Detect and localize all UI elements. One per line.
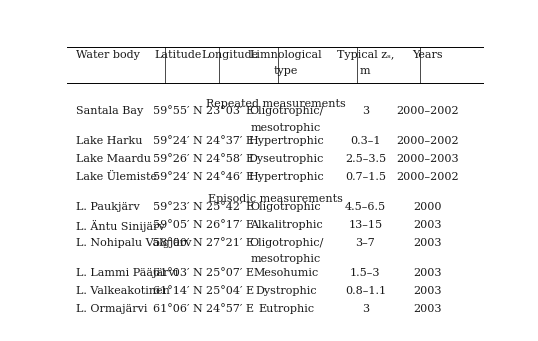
Text: 3–7: 3–7 [356, 238, 375, 248]
Text: m: m [360, 66, 371, 76]
Text: type: type [274, 66, 299, 76]
Text: Episodic measurements: Episodic measurements [208, 194, 343, 204]
Text: 1.5–3: 1.5–3 [350, 268, 380, 278]
Text: 2003: 2003 [414, 268, 442, 278]
Text: 26°17′ E: 26°17′ E [206, 220, 254, 230]
Text: 59°55′ N: 59°55′ N [153, 106, 203, 116]
Text: Hypertrophic: Hypertrophic [248, 172, 324, 182]
Text: 23°03′ E: 23°03′ E [206, 106, 254, 116]
Text: Dystrophic: Dystrophic [256, 286, 317, 296]
Text: 4.5–6.5: 4.5–6.5 [345, 202, 386, 212]
Text: 0.7–1.5: 0.7–1.5 [345, 172, 386, 182]
Text: mesotrophic: mesotrophic [251, 254, 321, 264]
Text: 13–15: 13–15 [348, 220, 383, 230]
Text: 27°21′ E: 27°21′ E [206, 238, 254, 248]
Text: 2000–2002: 2000–2002 [397, 172, 459, 182]
Text: L. Lammi Pääjärvi: L. Lammi Pääjärvi [75, 268, 178, 278]
Text: 59°26′ N: 59°26′ N [153, 154, 203, 164]
Text: 61°03′ N: 61°03′ N [153, 268, 203, 278]
Text: 24°58′ E: 24°58′ E [206, 154, 254, 164]
Text: 25°42′ E: 25°42′ E [206, 202, 254, 212]
Text: 61°14′ N: 61°14′ N [153, 286, 203, 296]
Text: Lake Harku: Lake Harku [75, 136, 142, 146]
Text: 2.5–3.5: 2.5–3.5 [345, 154, 386, 164]
Text: Years: Years [413, 49, 443, 60]
Text: Typical zₛ,: Typical zₛ, [337, 49, 394, 60]
Text: 3: 3 [362, 106, 369, 116]
Text: mesotrophic: mesotrophic [251, 122, 321, 133]
Text: Water body: Water body [75, 49, 139, 60]
Text: Longitude: Longitude [201, 49, 258, 60]
Text: 59°24′ N: 59°24′ N [153, 172, 203, 182]
Text: Oligotrophic/: Oligotrophic/ [249, 106, 323, 116]
Text: Mesohumic: Mesohumic [253, 268, 319, 278]
Text: Lake Maardu: Lake Maardu [75, 154, 151, 164]
Text: 2000–2002: 2000–2002 [397, 136, 459, 146]
Text: 2003: 2003 [414, 304, 442, 314]
Text: 25°04′ E: 25°04′ E [206, 286, 254, 296]
Text: 3: 3 [362, 304, 369, 314]
Text: 2000–2003: 2000–2003 [397, 154, 459, 164]
Text: Latitude: Latitude [154, 49, 201, 60]
Text: L. Nohipalu Valgjärv: L. Nohipalu Valgjärv [75, 238, 191, 248]
Text: 61°06′ N: 61°06′ N [153, 304, 203, 314]
Text: 59°24′ N: 59°24′ N [153, 136, 203, 146]
Text: L. Paukjärv: L. Paukjärv [75, 202, 139, 212]
Text: L. Äntu Sinijärv: L. Äntu Sinijärv [75, 220, 164, 232]
Text: 24°37′ E: 24°37′ E [206, 136, 254, 146]
Text: Oligotrophic/: Oligotrophic/ [249, 238, 323, 248]
Text: Dyseutrophic: Dyseutrophic [249, 154, 324, 164]
Text: 59°05′ N: 59°05′ N [153, 220, 203, 230]
Text: 2003: 2003 [414, 238, 442, 248]
Text: L. Valkeakotinen: L. Valkeakotinen [75, 286, 169, 296]
Text: Alkalitrophic: Alkalitrophic [250, 220, 322, 230]
Text: 0.8–1.1: 0.8–1.1 [345, 286, 386, 296]
Text: 2003: 2003 [414, 220, 442, 230]
Text: 58°00′ N: 58°00′ N [153, 238, 203, 248]
Text: 25°07′ E: 25°07′ E [206, 268, 254, 278]
Text: Eutrophic: Eutrophic [258, 304, 314, 314]
Text: 24°46′ E: 24°46′ E [206, 172, 254, 182]
Text: Limnological: Limnological [250, 49, 322, 60]
Text: 24°57′ E: 24°57′ E [206, 304, 254, 314]
Text: Hypertrophic: Hypertrophic [248, 136, 324, 146]
Text: Lake Ülemiste: Lake Ülemiste [75, 172, 157, 182]
Text: Santala Bay: Santala Bay [75, 106, 143, 116]
Text: Oligotrophic: Oligotrophic [251, 202, 322, 212]
Text: 0.3–1: 0.3–1 [350, 136, 380, 146]
Text: Repeated measurements: Repeated measurements [206, 99, 345, 109]
Text: 2003: 2003 [414, 286, 442, 296]
Text: L. Ormajärvi: L. Ormajärvi [75, 304, 147, 314]
Text: 59°23′ N: 59°23′ N [153, 202, 203, 212]
Text: 2000: 2000 [414, 202, 442, 212]
Text: 2000–2002: 2000–2002 [397, 106, 459, 116]
